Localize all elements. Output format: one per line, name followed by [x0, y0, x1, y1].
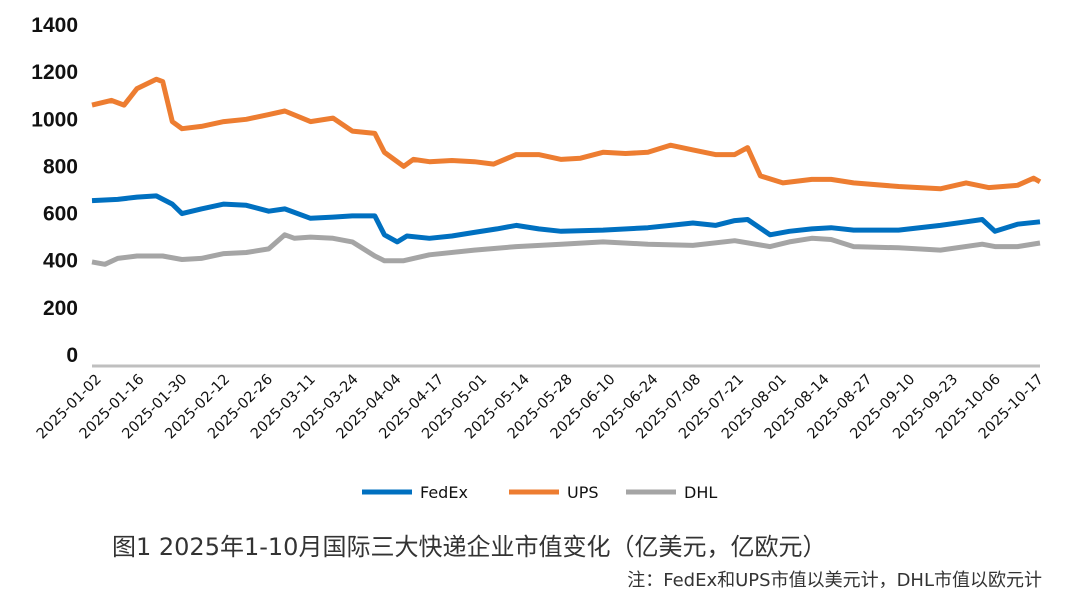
legend: FedEx UPS DHL	[362, 483, 717, 502]
y-tick-label: 0	[66, 344, 78, 367]
y-tick-label: 400	[43, 250, 78, 273]
chart-note: 注：FedEx和UPS市值以美元计，DHL市值以欧元计	[627, 570, 1042, 591]
series-line-fedex	[91, 193, 1041, 245]
series-line-dhl	[91, 232, 1041, 267]
y-tick-label: 800	[43, 155, 78, 178]
legend-label-fedex: FedEx	[420, 483, 468, 502]
series-line-ups	[91, 76, 1042, 192]
y-tick-label: 1400	[31, 14, 78, 37]
y-tick-label: 1200	[31, 61, 78, 84]
y-tick-label: 600	[43, 203, 78, 226]
y-tick-label: 200	[43, 297, 78, 320]
chart-title: 图1 2025年1-10月国际三大快递企业市值变化（亿美元，亿欧元）	[112, 533, 827, 561]
y-tick-label: 1000	[31, 108, 78, 131]
legend-label-dhl: DHL	[684, 483, 717, 502]
legend-label-ups: UPS	[567, 483, 599, 502]
